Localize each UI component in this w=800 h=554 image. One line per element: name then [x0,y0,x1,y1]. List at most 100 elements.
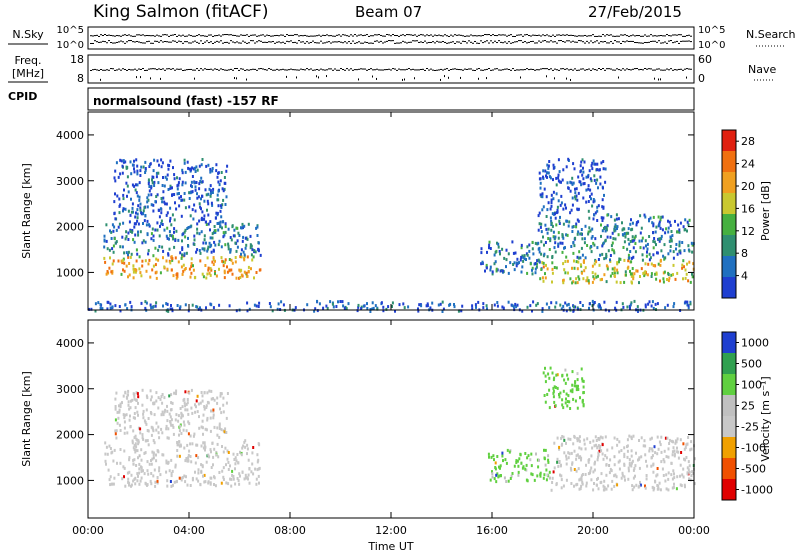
heatmap-cell [156,449,159,453]
noise-search-mark [466,42,468,44]
freq-mark [662,69,664,71]
freq-mark [196,68,198,70]
heatmap-cell [542,279,545,283]
noise-sky-mark [364,34,366,36]
heatmap-cell [603,479,606,483]
freq-mark [400,69,402,71]
heatmap-cell [186,408,189,412]
heatmap-cell [599,306,602,310]
heatmap-cell [138,467,141,471]
heatmap-cell [531,247,534,251]
heatmap-cell [391,305,393,308]
heatmap-cell [514,302,517,306]
noise-sky-mark [660,35,662,37]
freq-mark [652,69,654,71]
heatmap-cell [558,393,560,396]
heatmap-cell [180,265,183,269]
heatmap-cell [119,405,122,408]
heatmap-cell [687,460,690,464]
heatmap-cell [559,215,561,219]
heatmap-cell [501,451,504,455]
heatmap-cell [195,305,198,309]
heatmap-cell [234,467,236,471]
heatmap-cell [171,469,174,473]
heatmap-cell [133,184,136,188]
noise-sky-mark [552,34,554,36]
heatmap-cell [668,276,671,280]
heatmap-cell [132,392,135,396]
noise-sky-mark [386,34,388,36]
noise-search-mark [506,42,508,44]
heatmap-cell [152,264,155,268]
heatmap-cell [556,205,559,209]
heatmap-cell [101,307,104,311]
noise-sky-mark [538,34,540,36]
heatmap-cell [132,446,135,450]
heatmap-cell [198,202,201,206]
heatmap-cell [164,202,167,206]
x-tick-label: 00:00 [72,524,104,537]
freq-mark [586,69,588,71]
nave-mark [554,77,555,80]
heatmap-cell [582,391,585,394]
heatmap-cell [184,404,187,408]
heatmap-cell [587,459,590,463]
heatmap-cell [177,238,180,242]
heatmap-cell [655,272,658,276]
heatmap-cell [131,183,134,187]
heatmap-cell [632,468,635,472]
heatmap-cell [176,443,179,447]
heatmap-cell [172,237,175,241]
heatmap-cell [104,260,107,264]
noise-sky-mark [550,35,552,37]
heatmap-cell [612,249,615,253]
heatmap-cell [207,245,210,249]
heatmap-cell [114,429,117,433]
heatmap-cell [195,405,197,409]
heatmap-cell [227,247,230,251]
noise-search-mark [642,42,644,44]
heatmap-cell [155,175,158,179]
heatmap-cell [644,270,647,274]
heatmap-cell [154,228,157,232]
heatmap-cell [577,191,580,195]
heatmap-cell [575,454,578,458]
heatmap-cell [573,435,576,439]
heatmap-cell [602,160,605,163]
freq-mark [476,68,478,70]
heatmap-cell [580,367,583,371]
noise-sky-mark [530,35,532,37]
noise-sky-mark [442,35,444,37]
freq-mark [168,68,170,70]
heatmap-cell [548,376,551,380]
heatmap-cell [114,405,117,408]
nave-mark [520,76,521,79]
heatmap-cell [631,461,633,465]
heatmap-cell [624,235,627,239]
nave-mark [444,75,445,78]
heatmap-cell [652,224,655,228]
noise-sky-mark [510,34,512,36]
heatmap-cell [230,268,233,272]
heatmap-cell [151,427,154,431]
heatmap-cell [129,160,132,164]
heatmap-cell [167,167,170,171]
noise-sky-mark [104,34,106,36]
heatmap-cell [152,401,155,405]
heatmap-cell [577,175,580,179]
heatmap-cell [223,269,226,273]
noise-sky-mark [502,34,504,36]
noise-search-mark [518,40,520,42]
heatmap-cell [114,432,117,436]
heatmap-cell [206,256,209,260]
heatmap-cell [595,443,597,447]
heatmap-cell [294,306,297,310]
heatmap-cell [188,422,191,426]
noise-sky-mark [114,35,116,37]
heatmap-cell [545,195,548,199]
heatmap-cell [226,265,228,269]
heatmap-cell [652,246,655,250]
heatmap-cell [546,255,549,259]
noise-sky-mark [428,35,430,37]
heatmap-cell [256,225,259,229]
